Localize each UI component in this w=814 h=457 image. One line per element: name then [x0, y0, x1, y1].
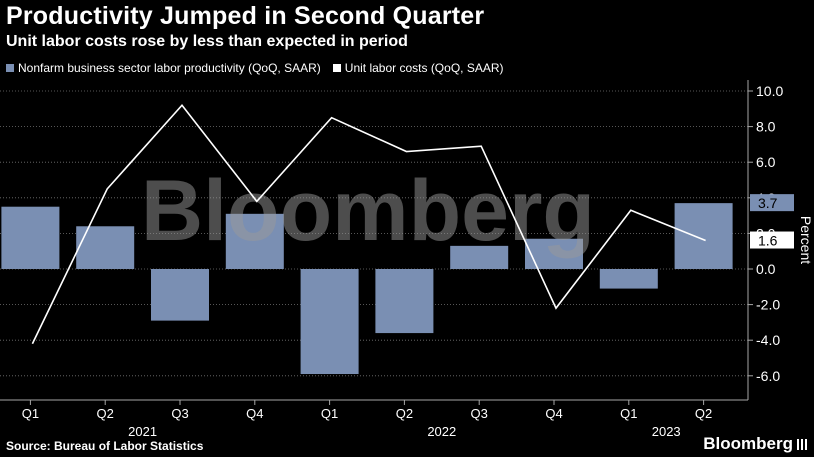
x-tick-label: Q4 [246, 406, 263, 421]
x-tick-label: Q3 [471, 406, 488, 421]
chart-title: Productivity Jumped in Second Quarter [6, 2, 485, 30]
productivity-bar [674, 203, 733, 269]
brand-logo: Bloomberg [703, 434, 808, 454]
y-tick-label: -2.0 [756, 297, 780, 313]
unit-labor-costs-line [31, 103, 706, 345]
y-tick-label: 10.0 [756, 83, 783, 99]
x-axis-ticks: Q1 Q2 Q3 Q4 Q1 Q2 Q3 Q4 Q1 Q2 2021 2022 2023 [22, 400, 712, 439]
y-tick-label: -4.0 [756, 332, 780, 348]
x-year-label: 2023 [652, 424, 681, 439]
bar-series [1, 203, 733, 375]
source-note: Source: Bureau of Labor Statistics [6, 439, 204, 453]
watermark-text: Bloomberg [141, 163, 595, 259]
y-axis-ticks: 10.08.06.04.02.00.0-2.0-4.0-6.0 [748, 83, 783, 384]
y-axis-label: Percent [798, 216, 814, 264]
x-tick-label: Q2 [695, 406, 712, 421]
x-tick-label: Q2 [396, 406, 413, 421]
x-tick-label: Q4 [545, 406, 562, 421]
x-year-label: 2021 [128, 424, 157, 439]
brand-bars-icon [797, 438, 808, 450]
legend-item-unit-labor-costs: Unit labor costs (QoQ, SAAR) [332, 61, 504, 75]
last-value-label-productivity-box [750, 194, 794, 212]
legend-label-productivity: Nonfarm business sector labor productivi… [18, 61, 321, 75]
y-tick-label: 8.0 [756, 119, 776, 135]
legend-swatch-productivity [6, 64, 14, 72]
x-tick-label: Q1 [22, 406, 39, 421]
productivity-bar [76, 226, 135, 269]
productivity-bar [450, 245, 509, 269]
line-series [31, 103, 706, 345]
y-tick-label: -6.0 [756, 368, 780, 384]
y-tick-label: 6.0 [756, 154, 776, 170]
productivity-bar [375, 269, 434, 334]
x-tick-label: Q1 [620, 406, 637, 421]
brand-text: Bloomberg [703, 434, 793, 453]
y-tick-label: 0.0 [756, 261, 776, 277]
x-tick-label: Q1 [321, 406, 338, 421]
legend-label-unit-labor-costs: Unit labor costs (QoQ, SAAR) [344, 61, 504, 75]
chart-subtitle: Unit labor costs rose by less than expec… [6, 33, 408, 50]
productivity-bar [300, 269, 359, 375]
last-value-label-unit-labor-costs: 1.6 [758, 233, 778, 249]
productivity-bar [525, 238, 583, 269]
legend-swatch-unit-labor-costs [332, 64, 341, 72]
legend-item-productivity: Nonfarm business sector labor productivi… [6, 61, 321, 75]
productivity-bar [225, 213, 284, 269]
productivity-bar [151, 269, 209, 321]
productivity-bar [1, 206, 60, 269]
last-value-labels: 3.7 1.6 [750, 194, 794, 249]
x-tick-label: Q2 [97, 406, 114, 421]
productivity-bar [599, 269, 658, 289]
axes [0, 80, 749, 401]
last-value-label-unit-labor-costs-box [750, 231, 794, 249]
x-tick-label: Q3 [171, 406, 188, 421]
x-year-label: 2022 [427, 424, 456, 439]
last-value-label-productivity: 3.7 [758, 195, 778, 211]
legend: Nonfarm business sector labor productivi… [6, 61, 516, 75]
